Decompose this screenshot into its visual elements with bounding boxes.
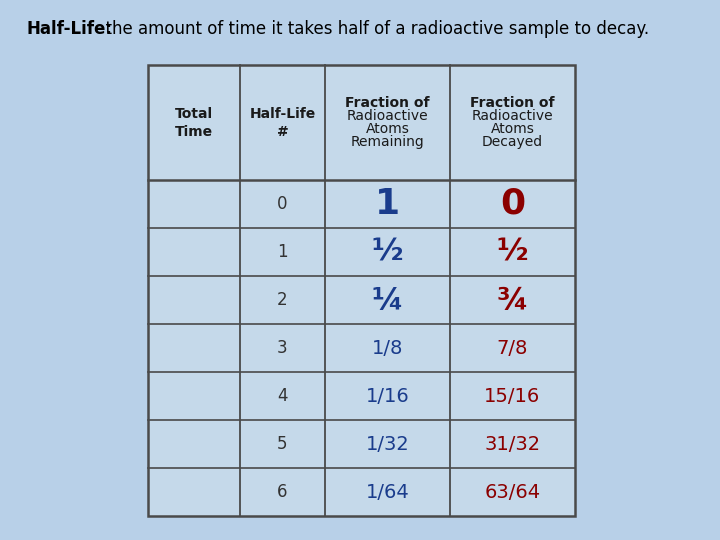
Bar [148, 65, 575, 516]
Text: 63/64: 63/64 [485, 483, 541, 502]
Text: ¾: ¾ [497, 286, 528, 314]
Text: Fraction of: Fraction of [470, 96, 554, 110]
Text: Half-Life: Half-Life [249, 106, 315, 120]
Text: ½: ½ [497, 238, 528, 267]
Text: ½: ½ [372, 238, 403, 267]
Text: 4: 4 [277, 387, 288, 405]
Text: ¼: ¼ [372, 286, 403, 314]
Text: 15/16: 15/16 [485, 387, 541, 406]
Text: Radioactive: Radioactive [472, 109, 553, 123]
Text: 1/16: 1/16 [366, 387, 410, 406]
Text: Total: Total [175, 106, 213, 120]
Text: Remaining: Remaining [351, 135, 424, 149]
Text: 2: 2 [277, 291, 288, 309]
Text: 3: 3 [277, 339, 288, 357]
Text: the amount of time it takes half of a radioactive sample to decay.: the amount of time it takes half of a ra… [95, 20, 649, 38]
Text: Half-Life:: Half-Life: [27, 20, 113, 38]
Text: 0: 0 [277, 195, 288, 213]
Text: 5: 5 [277, 435, 288, 453]
Text: 1/8: 1/8 [372, 339, 403, 357]
Text: Time: Time [175, 125, 213, 138]
Text: 1/64: 1/64 [366, 483, 410, 502]
Text: 31/32: 31/32 [485, 435, 541, 454]
Text: 0: 0 [500, 187, 525, 221]
Text: Atoms: Atoms [366, 122, 410, 136]
Text: 1: 1 [277, 243, 288, 261]
Text: Atoms: Atoms [490, 122, 534, 136]
Text: 7/8: 7/8 [497, 339, 528, 357]
Text: 1/32: 1/32 [366, 435, 410, 454]
Text: Fraction of: Fraction of [346, 96, 430, 110]
Text: #: # [276, 125, 289, 138]
Text: 6: 6 [277, 483, 288, 501]
Text: Radioactive: Radioactive [347, 109, 428, 123]
Text: Decayed: Decayed [482, 135, 543, 149]
Bar [148, 65, 575, 516]
Text: 1: 1 [375, 187, 400, 221]
